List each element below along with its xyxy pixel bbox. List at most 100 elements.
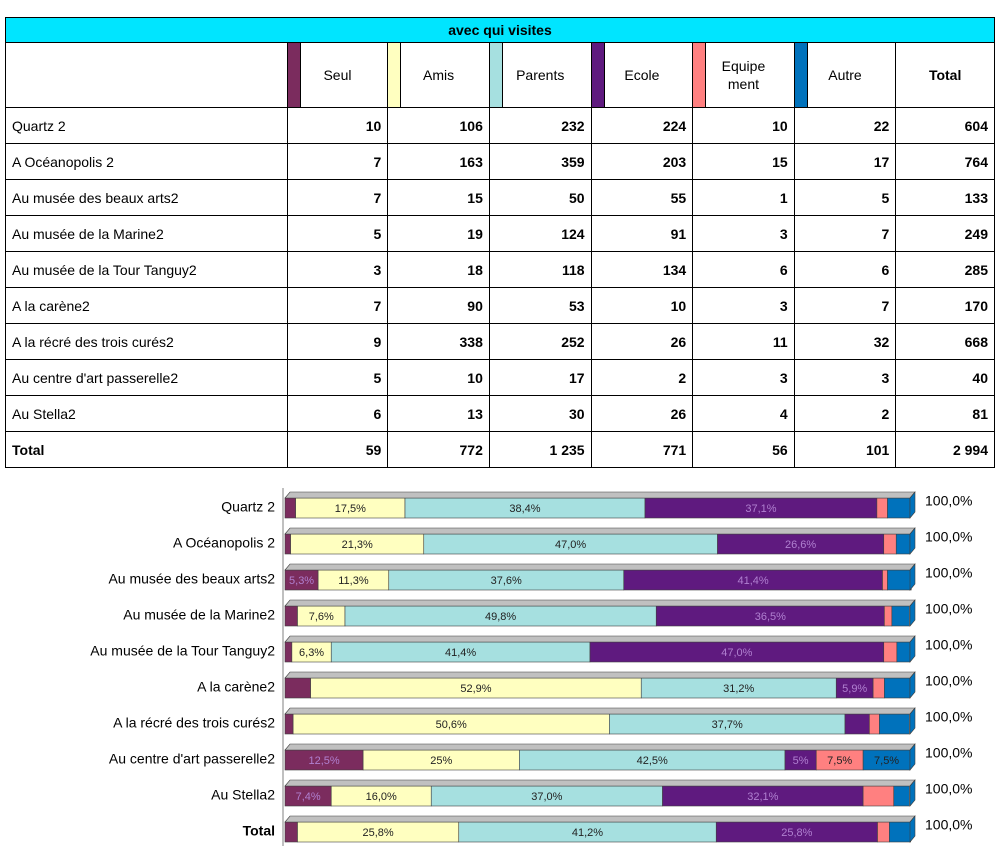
number-cell: 203	[590, 143, 694, 180]
header-cell: Amis	[387, 42, 490, 108]
number-cell: 53	[488, 287, 592, 324]
number-cell: 2 994	[895, 431, 995, 468]
number-cell: 5	[286, 215, 389, 252]
table-row: Total 59 772 1 235 771 56 101 2 994	[5, 431, 995, 468]
number-cell: 5	[286, 359, 389, 396]
number-cell: 118	[488, 251, 592, 288]
table-row: Quartz 2 10 106 232 224 10 22 604	[5, 107, 995, 144]
header-row: Seul Amis Parents Ecole Equipement Autre Total	[5, 42, 995, 108]
bar-side	[909, 527, 916, 555]
bar-segment	[879, 713, 910, 735]
bar-segment	[882, 569, 888, 591]
legend-label: Amis	[423, 67, 455, 83]
table-row: Au centre d'art passerelle2 5 10 17 2 3 3 40	[5, 359, 995, 396]
total-label: 100,0%	[925, 745, 972, 761]
number-cell: 3	[286, 251, 389, 288]
data-label: 5,3%	[289, 575, 314, 587]
number-cell: 134	[590, 251, 694, 288]
header-cell	[5, 42, 288, 108]
bar-side	[909, 815, 916, 843]
bar-segment	[876, 497, 888, 519]
number-cell: 124	[488, 215, 592, 252]
data-table: avec qui visites Seul Amis Parents Ecole Equi…	[5, 17, 995, 468]
header-cell: Ecole	[590, 42, 694, 108]
number-cell: 90	[387, 287, 490, 324]
number-cell: 26	[590, 323, 694, 360]
bar-side	[909, 635, 916, 663]
bar-segment	[284, 605, 298, 627]
number-cell: 232	[488, 107, 592, 144]
data-label: 38,4%	[509, 503, 540, 515]
bar-segment	[884, 677, 911, 699]
table-title: avec qui visites	[5, 17, 995, 43]
number-cell: 764	[895, 143, 995, 180]
number-cell: 55	[590, 179, 694, 216]
bar-top	[284, 635, 916, 643]
bar-top	[284, 599, 916, 607]
data-label: 47,0%	[721, 647, 752, 659]
row-label: Au centre d'art passerelle2	[5, 359, 288, 396]
number-cell: 106	[387, 107, 490, 144]
bar-top	[284, 743, 916, 751]
data-label: 17,5%	[335, 503, 366, 515]
number-cell: 1	[692, 179, 795, 216]
table-row: Au musée des beaux arts2 7 15 50 55 1 5 133	[5, 179, 995, 216]
number-cell: 7	[286, 179, 389, 216]
number-cell: 6	[286, 395, 389, 432]
row-label: A la récré des trois curés2	[5, 323, 288, 360]
bar-top	[284, 671, 916, 679]
category-label: Quartz 2	[221, 499, 275, 515]
number-cell: 81	[895, 395, 995, 432]
number-cell: 10	[692, 107, 795, 144]
legend-label: Ecole	[624, 67, 660, 83]
number-cell: 3	[692, 287, 795, 324]
bar-side	[909, 779, 916, 807]
row-label: Quartz 2	[5, 107, 288, 144]
number-cell: 7	[286, 143, 389, 180]
category-label: Au centre d'art passerelle2	[109, 751, 275, 767]
data-label: 26,6%	[785, 539, 816, 551]
data-label: 25,8%	[781, 827, 812, 839]
data-label: 12,5%	[308, 755, 339, 767]
number-cell: 3	[793, 359, 897, 396]
bar-segment	[895, 533, 911, 555]
category-label: Au musée des beaux arts2	[108, 571, 275, 587]
bar-top	[284, 779, 916, 787]
number-cell: 15	[387, 179, 490, 216]
data-label: 41,2%	[572, 827, 603, 839]
table-row: A la carène2 7 90 53 10 3 7 170	[5, 287, 995, 324]
data-label: 36,5%	[755, 611, 786, 623]
number-cell: 15	[692, 143, 795, 180]
row-label: A Océanopolis 2	[5, 143, 288, 180]
number-cell: 224	[590, 107, 694, 144]
number-cell: 9	[286, 323, 389, 360]
number-cell: 17	[488, 359, 592, 396]
data-label: 37,1%	[745, 503, 776, 515]
bar-side	[909, 599, 916, 627]
number-cell: 772	[387, 431, 490, 468]
category-label: Au musée de la Tour Tanguy2	[90, 643, 275, 659]
total-label: 100,0%	[925, 565, 972, 581]
bar-segment	[893, 785, 910, 807]
data-label: 49,8%	[485, 611, 516, 623]
bar-segment	[877, 821, 890, 843]
data-label: 31,2%	[723, 683, 754, 695]
title-row: avec qui visites	[5, 17, 995, 43]
bar-segment	[844, 713, 870, 735]
data-label: 11,3%	[338, 575, 369, 587]
data-label: 50,6%	[436, 719, 467, 731]
data-label: 5,9%	[842, 683, 867, 695]
data-label: 37,0%	[531, 791, 562, 803]
data-label: 37,6%	[491, 575, 522, 587]
category-label: Au musée de la Marine2	[123, 607, 275, 623]
bar-segment	[862, 785, 895, 807]
total-label: 100,0%	[925, 529, 972, 545]
legend-swatch	[693, 43, 707, 107]
number-cell: 10	[286, 107, 389, 144]
number-cell: 249	[895, 215, 995, 252]
table-row: Au Stella2 6 13 30 26 4 2 81	[5, 395, 995, 432]
data-label: 25,8%	[363, 827, 394, 839]
bar-side	[909, 707, 916, 735]
table-row: Au musée de la Marine2 5 19 124 91 3 7 249	[5, 215, 995, 252]
